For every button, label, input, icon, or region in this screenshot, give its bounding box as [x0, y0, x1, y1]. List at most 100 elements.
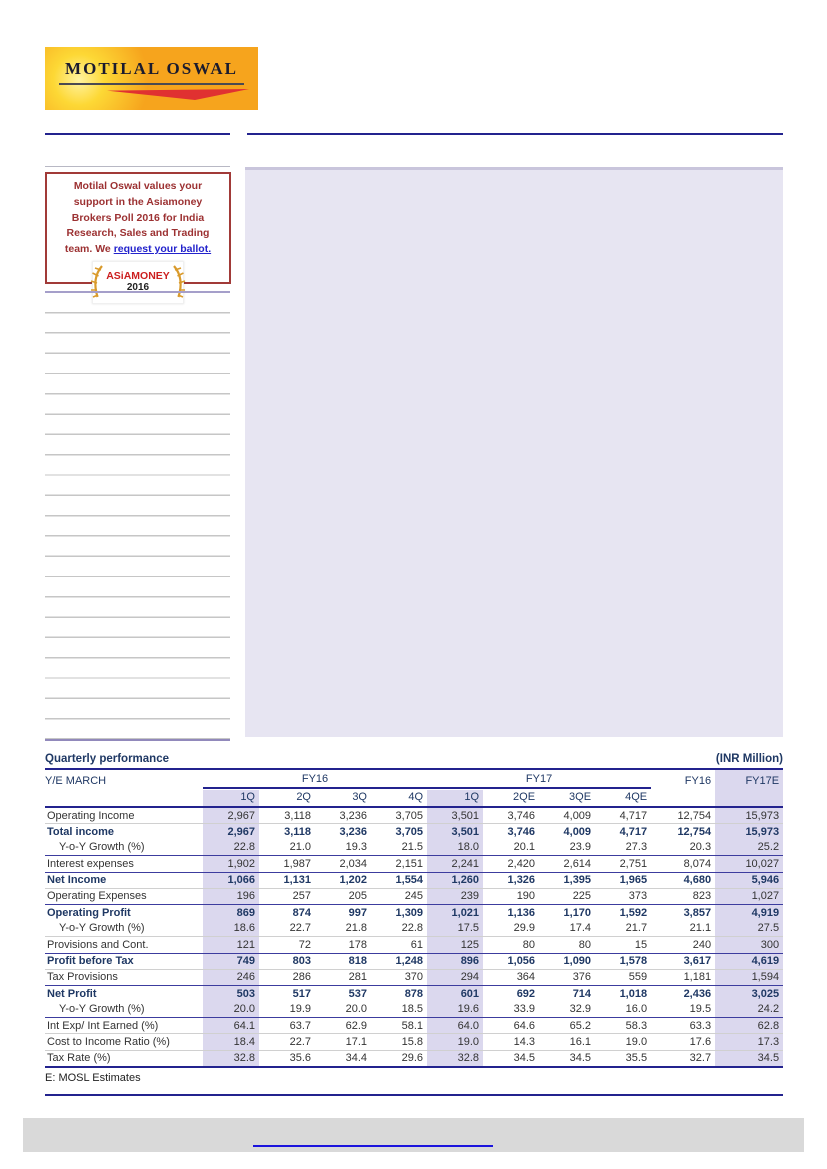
- footer-link[interactable]: [253, 1145, 493, 1147]
- cell-value: 15,973: [715, 807, 784, 824]
- cell-value: 19.3: [345, 841, 367, 854]
- cell-value: 245: [371, 887, 428, 905]
- table-title: Quarterly performance: [45, 753, 169, 765]
- cell-value: 1,131: [259, 871, 315, 889]
- cell-value: 1,056: [483, 952, 540, 970]
- cell-value: 4,009: [563, 809, 592, 822]
- table-row: Operating Expenses 196 257 205 245 239 190 225 3…: [45, 887, 784, 905]
- cell-value: 16.1: [539, 1033, 596, 1051]
- cell-value: 14.3: [483, 1033, 540, 1051]
- cell-value: 19.9: [289, 1003, 311, 1016]
- footer-rule: [45, 1094, 783, 1096]
- cell-value: 3,236: [315, 823, 371, 840]
- request-ballot-link[interactable]: request your ballot.: [113, 243, 212, 255]
- cell-value: 874: [259, 904, 315, 921]
- sidebar-placeholder-lines: [45, 291, 230, 741]
- cell-value: 80: [483, 936, 540, 954]
- cell-value: 35.5: [595, 1049, 652, 1069]
- col-2qe-fy17: 2QE: [483, 790, 540, 808]
- cell-value: 3,857: [651, 904, 716, 921]
- cell-value: 2,614: [539, 855, 596, 873]
- col-3q-fy16: 3Q: [315, 790, 371, 808]
- table-header-quarters: 1Q 2Q 3Q 4Q 1Q 2QE 3QE 4QE: [45, 790, 784, 808]
- cell-value: 749: [203, 952, 259, 970]
- cell-value: 818: [315, 952, 371, 970]
- cell-value: 3,118: [259, 823, 315, 840]
- cell-value: 196: [203, 887, 259, 905]
- logo-underline: [59, 83, 244, 85]
- cell-value: 33.9: [513, 1003, 536, 1016]
- row-label: Profit before Tax: [45, 952, 203, 970]
- cell-value: 4,619: [715, 952, 784, 970]
- cell-value: 64.1: [203, 1017, 259, 1034]
- cell-value: 1,965: [595, 871, 652, 889]
- cell-value: 34.4: [315, 1049, 371, 1069]
- cell-value: 281: [315, 968, 371, 986]
- cell-value: 29.9: [513, 922, 536, 935]
- row-label: Operating Income: [47, 809, 135, 822]
- cell-value: 3,501: [427, 807, 484, 824]
- cell-value: 3,746: [483, 823, 540, 840]
- cell-value: 1,090: [539, 952, 596, 970]
- table-row: Operating Income 2,967 3,118 3,236 3,705 3,50…: [45, 807, 784, 824]
- cell-value: 17.5: [427, 920, 484, 937]
- cell-value: 80: [539, 936, 596, 954]
- cell-value: 517: [259, 985, 315, 1002]
- cell-value: 8,074: [651, 855, 716, 873]
- cell-value: 121: [203, 936, 259, 954]
- cell-value: 1,987: [259, 855, 315, 873]
- cell-value: 72: [259, 936, 315, 954]
- cell-value: 4,919: [715, 904, 784, 921]
- table-row: Interest expenses 1,902 1,987 2,034 2,151 2,2…: [45, 855, 784, 873]
- row-label: Y-o-Y Growth (%): [59, 841, 145, 854]
- cell-value: 20.1: [513, 841, 536, 854]
- cell-value: 20.0: [345, 1003, 367, 1016]
- cell-value: 1,027: [715, 887, 784, 905]
- col-fy16: FY16: [684, 775, 712, 787]
- cell-value: 373: [595, 887, 652, 905]
- cell-value: 239: [427, 887, 484, 905]
- cell-value: 896: [427, 952, 484, 970]
- cell-value: 16.0: [625, 1003, 648, 1016]
- col-4q-fy16: 4Q: [371, 790, 428, 808]
- cell-value: 3,236: [339, 809, 367, 822]
- cell-value: 22.8: [401, 922, 424, 935]
- cell-value: 2,151: [371, 855, 428, 873]
- cell-value: 4,680: [651, 871, 716, 889]
- cell-value: 25.2: [715, 839, 784, 856]
- cell-value: 1,066: [203, 871, 259, 889]
- cell-value: 823: [651, 887, 716, 905]
- table-row: Profit before Tax 749 803 818 1,248 896 1,056 1…: [45, 952, 784, 970]
- cell-value: 3,025: [715, 985, 784, 1002]
- cell-value: 294: [427, 968, 484, 986]
- logo-swoosh-icon: [107, 89, 249, 100]
- cell-value: 1,021: [427, 904, 484, 921]
- cell-value: 869: [203, 904, 259, 921]
- table-row: Y-o-Y Growth (%) 20.0 19.9 20.0 18.5 19.6 33.9…: [45, 1001, 784, 1018]
- cell-value: 1,260: [427, 871, 484, 889]
- badge-text: ASiAMONEY 2016: [106, 271, 170, 293]
- cell-value: 1,902: [203, 855, 259, 873]
- cell-value: 18.0: [427, 839, 484, 856]
- row-label: Operating Expenses: [45, 887, 203, 905]
- cell-value: 240: [651, 936, 716, 954]
- badge-title: ASiAMONEY: [106, 270, 170, 283]
- cell-value: 4,717: [619, 809, 648, 822]
- quarterly-performance-section: Quarterly performance (INR Million) Y/E …: [45, 753, 784, 1085]
- cell-value: 32.8: [427, 1049, 484, 1069]
- cell-value: 2,436: [651, 985, 716, 1002]
- cell-value: 34.5: [715, 1049, 784, 1069]
- row-label: Y-o-Y Growth (%): [59, 1003, 145, 1016]
- cell-value: 22.7: [289, 922, 311, 935]
- cell-value: 64.6: [483, 1017, 540, 1034]
- table-row: Y-o-Y Growth (%) 18.6 22.7 21.8 22.8 17.5 29.9…: [45, 920, 784, 937]
- cell-value: 1,018: [595, 985, 652, 1002]
- col-1q-fy16: 1Q: [203, 790, 259, 808]
- estimates-footnote: E: MOSL Estimates: [45, 1072, 141, 1085]
- cell-value: 2,034: [315, 855, 371, 873]
- row-label: Cost to Income Ratio (%): [45, 1033, 203, 1051]
- row-label: Tax Provisions: [45, 968, 203, 986]
- cell-value: 286: [259, 968, 315, 986]
- cell-value: 370: [371, 968, 428, 986]
